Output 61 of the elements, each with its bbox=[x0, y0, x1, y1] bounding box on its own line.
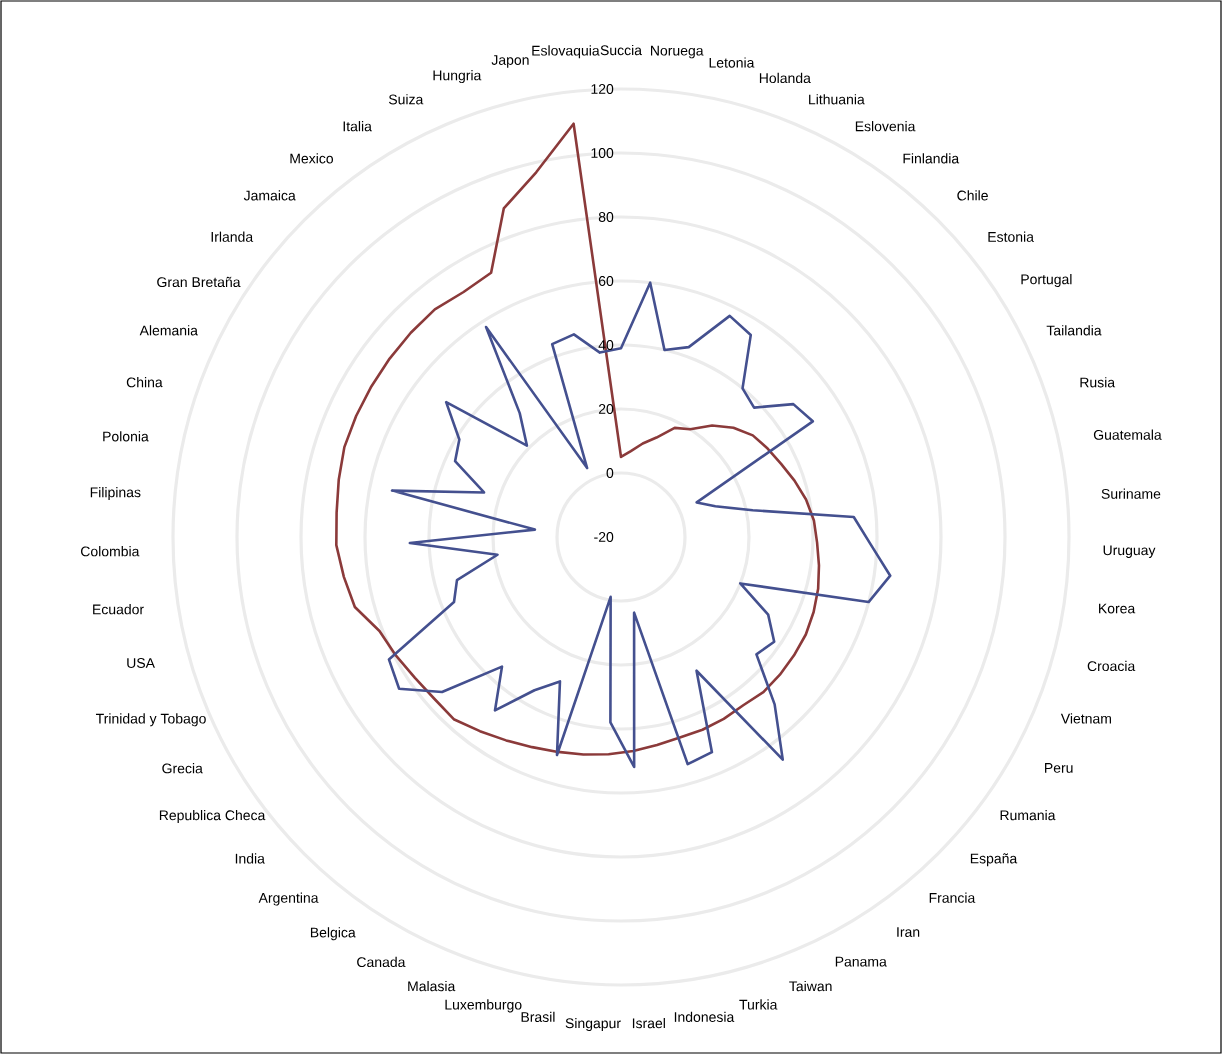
spoke-label: Francia bbox=[929, 892, 976, 903]
y-tick-label: 60 bbox=[598, 276, 614, 286]
spoke-label: Taiwan bbox=[789, 980, 832, 992]
spoke-label: Panama bbox=[835, 956, 887, 967]
spoke-label: Uruguay bbox=[1103, 545, 1156, 558]
spoke-label: Croacia bbox=[1087, 660, 1136, 672]
y-tick-label: 0 bbox=[606, 468, 614, 478]
spoke-label: Rumania bbox=[1000, 809, 1056, 821]
spoke-label: Israel bbox=[632, 1017, 665, 1029]
y-tick-label: 80 bbox=[598, 212, 614, 222]
spoke-label: Succia bbox=[600, 44, 642, 56]
spoke-label: Brasil bbox=[521, 1011, 555, 1022]
spoke-label: Eslovenia bbox=[855, 121, 916, 132]
spoke-label: India bbox=[235, 853, 265, 864]
spoke-label: Irlanda bbox=[211, 231, 254, 242]
spoke-label: Argentina bbox=[258, 892, 319, 906]
y-tick-label: 120 bbox=[591, 84, 614, 94]
spoke-label: Estonia bbox=[988, 231, 1034, 242]
spoke-label: Singapur bbox=[565, 1017, 621, 1032]
spoke-label: Iran bbox=[897, 927, 920, 937]
spoke-label: Colombia bbox=[81, 546, 140, 557]
y-tick-label: 100 bbox=[591, 148, 614, 158]
spoke-label: Malasia bbox=[408, 980, 456, 992]
spoke-label: Portugal bbox=[1021, 274, 1072, 288]
spoke-label: Polonia bbox=[103, 431, 149, 442]
spoke-label: Korea bbox=[1099, 603, 1136, 614]
spoke-label: Vietnam bbox=[1060, 713, 1111, 724]
spoke-label: Grecia bbox=[162, 763, 203, 774]
spoke-label: Rusia bbox=[1080, 377, 1116, 388]
spoke-label: Finlandia bbox=[903, 153, 960, 164]
spoke-label: Lithuania bbox=[809, 94, 865, 105]
spoke-label: Peru bbox=[1045, 763, 1073, 773]
spoke-label: Mexico bbox=[290, 153, 334, 164]
spoke-label: Indonesia bbox=[674, 1011, 735, 1022]
spoke-label: Gran Bretaña bbox=[157, 276, 241, 288]
spoke-label: Italia bbox=[343, 121, 372, 132]
spoke-label: Turkia bbox=[739, 999, 778, 1010]
spoke-label: Japon bbox=[491, 55, 529, 68]
spoke-label: China bbox=[126, 377, 163, 388]
spoke-label: Filipinas bbox=[90, 487, 141, 501]
spoke-label: Noruega bbox=[651, 45, 704, 59]
spoke-label: Guatemala bbox=[1093, 429, 1162, 440]
spoke-label: Canada bbox=[357, 956, 406, 968]
spoke-label: USA bbox=[127, 658, 155, 668]
spoke-label: Suiza bbox=[388, 94, 424, 105]
spoke-label: Hungria bbox=[433, 70, 482, 84]
spoke-label: Holanda bbox=[759, 72, 811, 84]
spoke-label: Luxemburgo bbox=[445, 999, 522, 1013]
spoke-label: Tailandia bbox=[1046, 325, 1102, 336]
spoke-label: Ecuador bbox=[93, 604, 144, 615]
spoke-label: Belgica bbox=[310, 927, 356, 941]
spoke-label: Chile bbox=[957, 190, 988, 201]
spoke-label: Republica Checa bbox=[159, 809, 266, 824]
spoke-label: España bbox=[970, 853, 1018, 867]
spoke-label: Letonia bbox=[709, 57, 755, 68]
spoke-label: Eslovaquia bbox=[532, 45, 600, 59]
spoke-label: Trinidad y Tobago bbox=[95, 713, 206, 727]
spoke-label: Alemania bbox=[139, 325, 198, 336]
spoke-label: Suriname bbox=[1101, 488, 1161, 499]
spoke-label: Jamaica bbox=[243, 190, 296, 201]
y-tick-label: -20 bbox=[594, 532, 614, 542]
